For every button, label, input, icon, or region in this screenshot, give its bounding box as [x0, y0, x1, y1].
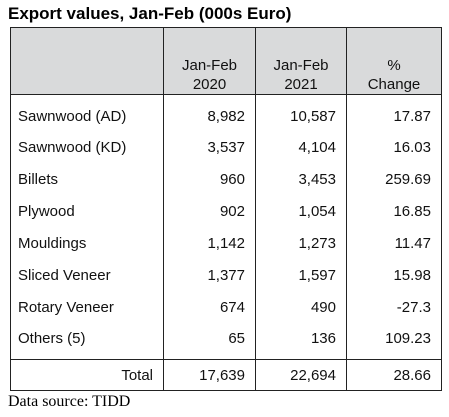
header-2021-line1: Jan-Feb: [273, 57, 329, 74]
value-2021: 490: [255, 291, 347, 323]
value-2020: 65: [163, 323, 256, 360]
header-cell-product: [10, 27, 164, 95]
percent-change: 109.23: [346, 323, 442, 360]
total-change: 28.66: [346, 359, 442, 391]
value-2020: 960: [163, 163, 256, 195]
percent-change: 15.98: [346, 259, 442, 291]
row-label: Mouldings: [10, 227, 164, 259]
percent-change: 16.85: [346, 195, 442, 227]
total-label: Total: [10, 359, 164, 391]
value-2020: 3,537: [163, 131, 256, 163]
value-2021: 3,453: [255, 163, 347, 195]
percent-change: 11.47: [346, 227, 442, 259]
table-row: Billets 960 3,453 259.69: [10, 163, 442, 195]
row-label: Plywood: [10, 195, 164, 227]
table-row: Sliced Veneer 1,377 1,597 15.98: [10, 259, 442, 291]
percent-change: -27.3: [346, 291, 442, 323]
row-label: Others (5): [10, 323, 164, 360]
data-source-note: Data source: TIDD: [8, 393, 131, 410]
header-change-line1: %: [387, 57, 401, 74]
value-2020: 1,377: [163, 259, 256, 291]
total-row: Total 17,639 22,694 28.66: [10, 359, 442, 391]
header-cell-2021: Jan-Feb 2021: [255, 27, 347, 95]
value-2021: 4,104: [255, 131, 347, 163]
percent-change: 16.03: [346, 131, 442, 163]
row-label: Sawnwood (KD): [10, 131, 164, 163]
export-values-table: Jan-Feb 2020 Jan-Feb 2021 % Change Sawnw…: [10, 27, 442, 391]
value-2021: 1,273: [255, 227, 347, 259]
row-label: Rotary Veneer: [10, 291, 164, 323]
table-row: Sawnwood (KD) 3,537 4,104 16.03: [10, 131, 442, 163]
header-2021-line2: 2021: [284, 76, 318, 93]
percent-change: 259.69: [346, 163, 442, 195]
table-title: Export values, Jan-Feb (000s Euro): [8, 4, 292, 23]
value-2021: 10,587: [255, 94, 347, 131]
table-row: Mouldings 1,142 1,273 11.47: [10, 227, 442, 259]
row-label: Sliced Veneer: [10, 259, 164, 291]
value-2021: 1,597: [255, 259, 347, 291]
header-2020-line2: 2020: [192, 76, 227, 93]
table-row: Rotary Veneer 674 490 -27.3: [10, 291, 442, 323]
header-cell-change: % Change: [346, 27, 442, 95]
header-cell-2020: Jan-Feb 2020: [163, 27, 256, 95]
total-2020: 17,639: [163, 359, 256, 391]
value-2021: 136: [255, 323, 347, 360]
table-row: Sawnwood (AD) 8,982 10,587 17.87: [10, 94, 442, 131]
header-row: Jan-Feb 2020 Jan-Feb 2021 % Change: [10, 27, 442, 95]
header-2020-line1: Jan-Feb: [181, 57, 238, 74]
header-change-line2: Change: [367, 76, 421, 93]
total-2021: 22,694: [255, 359, 347, 391]
value-2020: 1,142: [163, 227, 256, 259]
table-row: Plywood 902 1,054 16.85: [10, 195, 442, 227]
table-row: Others (5) 65 136 109.23: [10, 323, 442, 360]
row-label: Sawnwood (AD): [10, 94, 164, 131]
value-2020: 902: [163, 195, 256, 227]
value-2020: 674: [163, 291, 256, 323]
value-2020: 8,982: [163, 94, 256, 131]
value-2021: 1,054: [255, 195, 347, 227]
row-label: Billets: [10, 163, 164, 195]
percent-change: 17.87: [346, 94, 442, 131]
